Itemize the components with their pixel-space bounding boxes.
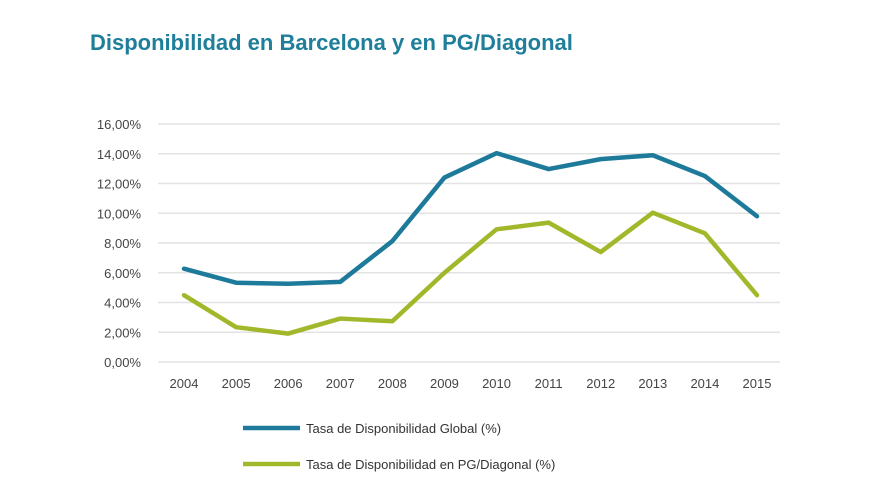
y-tick-label: 12,00% — [97, 177, 142, 192]
y-tick-label: 14,00% — [97, 147, 142, 162]
x-tick-label: 2005 — [222, 376, 251, 391]
y-tick-label: 4,00% — [104, 296, 141, 311]
y-tick-label: 0,00% — [104, 355, 141, 370]
y-tick-label: 8,00% — [104, 236, 141, 251]
legend-label: Tasa de Disponibilidad Global (%) — [306, 421, 501, 436]
x-tick-label: 2011 — [535, 376, 563, 391]
x-tick-label: 2006 — [274, 376, 303, 391]
x-tick-label: 2015 — [743, 376, 772, 391]
series-line-2 — [181, 210, 760, 336]
x-tick-label: 2010 — [482, 376, 511, 391]
y-tick-label: 2,00% — [104, 325, 141, 340]
x-tick-label: 2012 — [586, 376, 615, 391]
y-tick-label: 10,00% — [97, 206, 142, 221]
y-tick-label: 6,00% — [104, 266, 141, 281]
x-tick-label: 2013 — [638, 376, 667, 391]
chart-title: Disponibilidad en Barcelona y en PG/Diag… — [90, 30, 573, 55]
legend-label: Tasa de Disponibilidad en PG/Diagonal (%… — [306, 457, 555, 472]
x-tick-label: 2009 — [430, 376, 459, 391]
x-tick-label: 2014 — [690, 376, 719, 391]
x-tick-label: 2007 — [326, 376, 355, 391]
y-tick-label: 16,00% — [97, 117, 142, 132]
x-tick-label: 2008 — [378, 376, 407, 391]
series-line-1 — [181, 150, 760, 287]
x-tick-label: 2004 — [170, 376, 199, 391]
